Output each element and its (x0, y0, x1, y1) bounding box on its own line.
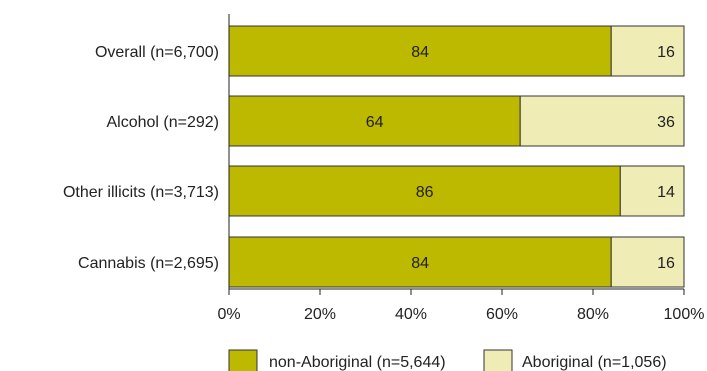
bars-group: 84 16 64 36 86 14 84 16 (228, 25, 685, 288)
bar-segment-aboriginal (619, 165, 685, 217)
bar-segment-non-aboriginal (228, 25, 612, 77)
bar-segment-aboriginal (610, 236, 685, 288)
legend-label: non-Aboriginal (n=5,644) (269, 354, 446, 371)
axes (228, 14, 684, 290)
x-tick-label: 60% (486, 306, 518, 323)
x-tick-label: 80% (577, 306, 609, 323)
category-label: Other illicits (n=3,713) (63, 184, 219, 201)
category-label: Overall (n=6,700) (95, 44, 219, 61)
legend-swatch (228, 349, 258, 371)
x-ticks: 0% 20% 40% 60% 80% 100% (217, 289, 704, 323)
x-tick-label: 20% (304, 306, 336, 323)
legend-label: Aboriginal (n=1,056) (522, 354, 667, 371)
x-tick-label: 100% (664, 306, 705, 323)
data-label: 84 (411, 255, 429, 272)
bar-segment-aboriginal (610, 25, 685, 77)
x-tick-label: 0% (217, 306, 240, 323)
bar-segment-non-aboriginal (228, 95, 521, 147)
legend: non-Aboriginal (n=5,644) Aboriginal (n=1,… (228, 349, 667, 371)
bar-segment-non-aboriginal (228, 236, 612, 288)
data-label: 14 (657, 184, 675, 201)
category-labels: Overall (n=6,700) Alcohol (n=292) Other il… (63, 44, 219, 272)
category-label: Alcohol (n=292) (106, 114, 219, 131)
category-label: Cannabis (n=2,695) (78, 255, 219, 272)
bar-segment-aboriginal (519, 95, 685, 147)
data-label: 86 (416, 184, 434, 201)
data-label: 84 (411, 44, 429, 61)
x-tick-label: 40% (395, 306, 427, 323)
data-label: 16 (657, 44, 675, 61)
data-label: 64 (366, 114, 384, 131)
legend-swatch (483, 349, 513, 371)
data-label: 36 (657, 114, 675, 131)
data-label: 16 (657, 255, 675, 272)
bar-segment-non-aboriginal (228, 165, 621, 217)
